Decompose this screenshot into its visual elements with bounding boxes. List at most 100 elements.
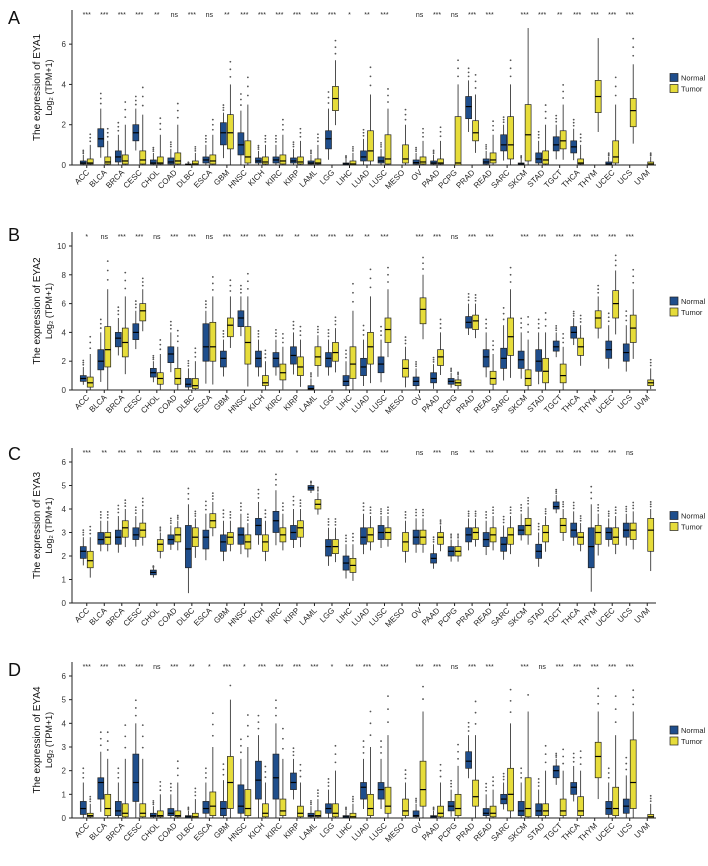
box-tumor — [262, 375, 269, 387]
outlier-point — [457, 371, 459, 374]
outlier-point — [607, 767, 610, 770]
significance-label: ns — [626, 450, 634, 457]
box-normal — [132, 323, 140, 340]
outlier-point — [204, 303, 207, 306]
outlier-point — [169, 327, 172, 330]
outlier-point — [292, 754, 295, 757]
outlier-point — [222, 509, 225, 512]
outlier-point — [362, 334, 365, 336]
outlier-point — [229, 60, 232, 63]
outlier-point — [310, 803, 312, 806]
box-normal — [430, 372, 437, 384]
significance-label: ns — [451, 450, 459, 457]
outlier-point — [492, 129, 494, 132]
significance-label: ns — [101, 234, 109, 241]
y-tick-label: 8 — [62, 271, 67, 280]
significance-label: *** — [258, 234, 266, 241]
x-tick-label: COAD — [156, 168, 179, 191]
outlier-point — [492, 512, 494, 515]
outlier-point — [257, 144, 260, 147]
significance-label: *** — [608, 450, 616, 457]
outlier-point — [555, 327, 558, 329]
x-tick-label: COAD — [156, 606, 179, 629]
box-tumor — [104, 532, 112, 545]
outlier-point — [387, 88, 389, 90]
outlier-point — [176, 109, 179, 112]
outlier-point — [117, 767, 120, 770]
outlier-point — [474, 512, 477, 515]
x-tick-label: HNSC — [226, 821, 249, 844]
outlier-point — [380, 334, 382, 337]
box-tumor — [332, 803, 339, 818]
outlier-point — [317, 792, 319, 795]
outlier-point — [537, 130, 540, 133]
outlier-point — [509, 67, 512, 70]
outlier-point — [89, 795, 92, 798]
outlier-point — [614, 264, 617, 267]
outlier-point — [106, 135, 109, 138]
significance-label: *** — [380, 12, 388, 19]
outlier-point — [141, 281, 144, 283]
outlier-point — [597, 503, 600, 506]
outlier-point — [362, 752, 365, 754]
box-tumor — [594, 310, 602, 329]
outlier-point — [176, 518, 179, 520]
outlier-point — [572, 760, 575, 763]
legend-label-normal: Normal — [681, 726, 706, 735]
outlier-point — [299, 325, 302, 328]
x-tick-label: UVM — [633, 168, 652, 187]
outlier-point — [141, 504, 144, 507]
outlier-point — [520, 776, 523, 779]
outlier-point — [607, 776, 610, 779]
outlier-point — [562, 90, 565, 93]
outlier-point — [544, 753, 547, 755]
x-tick-label: LGG — [318, 821, 336, 839]
outlier-point — [439, 126, 442, 129]
outlier-point — [502, 118, 505, 121]
outlier-point — [502, 518, 505, 521]
outlier-point — [502, 772, 505, 775]
significance-label: *** — [153, 450, 161, 457]
outlier-point — [555, 120, 558, 123]
outlier-point — [352, 536, 354, 539]
box-normal — [237, 527, 245, 545]
outlier-point — [211, 734, 214, 737]
outlier-point — [222, 104, 225, 106]
outlier-point — [152, 150, 155, 153]
outlier-point — [264, 512, 267, 515]
box-tumor — [577, 796, 584, 816]
outlier-point — [257, 496, 260, 499]
outlier-point — [450, 370, 452, 373]
significance-label: ns — [451, 12, 459, 19]
outlier-point — [264, 134, 267, 137]
outlier-point — [450, 782, 452, 785]
outlier-point — [317, 488, 319, 490]
outlier-point — [204, 300, 207, 302]
box-normal — [237, 310, 245, 327]
outlier-point — [176, 514, 179, 517]
outlier-point — [422, 131, 424, 134]
box-tumor — [402, 144, 409, 164]
x-tick-label: UCS — [616, 168, 634, 186]
box-normal — [97, 777, 105, 800]
significance-label: *** — [345, 450, 353, 457]
outlier-point — [422, 127, 424, 130]
x-tick-label: SKCM — [506, 393, 529, 416]
outlier-point — [597, 687, 600, 690]
outlier-point — [229, 284, 232, 287]
outlier-point — [299, 135, 302, 138]
significance-label: *** — [293, 664, 301, 671]
outlier-point — [597, 509, 600, 512]
significance-label: *** — [258, 12, 266, 19]
outlier-point — [152, 354, 155, 357]
outlier-point — [457, 536, 459, 539]
box-normal — [132, 753, 140, 802]
outlier-point — [387, 708, 389, 711]
significance-label: *** — [468, 664, 476, 671]
outlier-point — [141, 497, 144, 500]
outlier-point — [614, 94, 617, 97]
outlier-point — [457, 533, 459, 536]
outlier-point — [614, 76, 617, 79]
outlier-point — [415, 150, 417, 153]
box-tumor — [191, 812, 199, 819]
